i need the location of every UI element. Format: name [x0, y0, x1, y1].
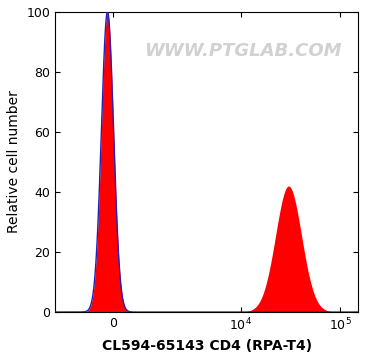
- X-axis label: CL594-65143 CD4 (RPA-T4): CL594-65143 CD4 (RPA-T4): [101, 339, 312, 353]
- Text: WWW.PTGLAB.COM: WWW.PTGLAB.COM: [144, 42, 342, 60]
- Y-axis label: Relative cell number: Relative cell number: [7, 91, 21, 233]
